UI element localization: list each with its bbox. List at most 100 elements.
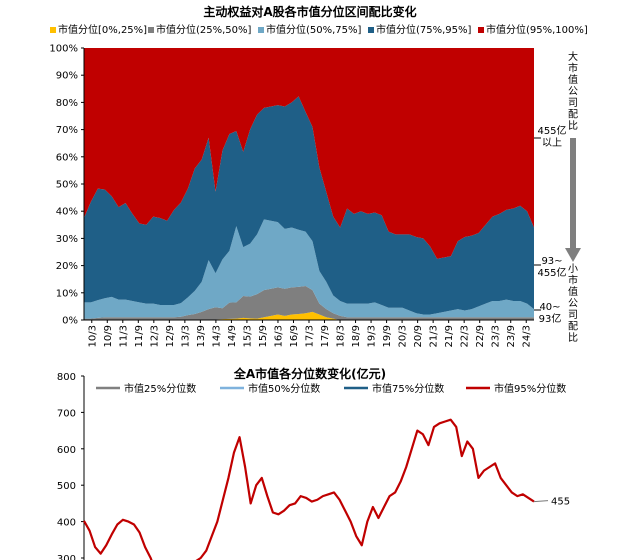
y-tick-label: 60% (56, 152, 78, 163)
annotation-char: 公 (568, 299, 578, 310)
top-chart-axes: 0% 10% 20% 30% 40% 50% 60% 70% 80% 90% 100% 10/3 10/… (49, 44, 534, 347)
legend-label: 市值95%分位数 (494, 382, 566, 395)
annotation-char: 市 (568, 274, 578, 287)
y-tick-label: 20% (56, 261, 78, 272)
legend-swatch (258, 27, 264, 33)
x-tick-label: 10/3 (87, 325, 98, 347)
x-tick-label: 12/3 (149, 325, 160, 347)
legend-label: 市值分位[0%,25%] (58, 23, 147, 36)
y-tick-label: 50% (56, 180, 78, 191)
y-tick-label: 80% (56, 98, 78, 109)
top-chart-title: 主动权益对A股各市值分位区间配比变化 (203, 4, 416, 19)
x-tick-label: 17/9 (320, 325, 331, 347)
y-tick-label: 10% (56, 288, 78, 299)
x-tick-label: 19/9 (382, 325, 393, 347)
y-tick-label: 0% (62, 316, 78, 327)
legend-label: 市值分位(50%,75%] (266, 23, 362, 36)
x-tick-label: 15/9 (258, 325, 269, 347)
annotation-char: 司 (568, 98, 578, 109)
allocation-arrow-shaft (570, 138, 576, 248)
top-chart-plot (84, 48, 534, 320)
x-tick-label: 14/3 (211, 325, 222, 347)
area-series-3 (84, 96, 534, 315)
x-tick-label: 14/9 (227, 325, 238, 347)
band-label-line: 40~ (539, 302, 560, 313)
y-tick-label: 90% (56, 71, 78, 82)
band-label-40-93: 40~93亿 (539, 302, 562, 325)
end-value-label: 455 (551, 497, 570, 508)
annotation-char: 值 (568, 285, 578, 298)
y-tick-label: 40% (56, 207, 78, 218)
y-tick-label: 30% (56, 234, 78, 245)
annotation-char: 比 (568, 120, 578, 132)
y-tick-label: 800 (57, 372, 76, 383)
x-tick-label: 20/9 (413, 325, 424, 347)
x-tick-label: 13/9 (196, 325, 207, 347)
x-tick-label: 23/3 (491, 325, 502, 347)
y-tick-label: 300 (57, 554, 76, 560)
x-tick-label: 18/3 (336, 325, 347, 347)
legend-swatch (50, 27, 56, 33)
x-tick-label: 15/3 (242, 325, 253, 347)
y-tick-label: 700 (57, 408, 76, 419)
y-tick-label: 600 (57, 445, 76, 456)
area-series-4 (84, 48, 534, 259)
area-series-0 (84, 311, 534, 320)
x-tick-label: 22/9 (475, 325, 486, 347)
x-tick-label: 16/3 (273, 325, 284, 347)
band-label-line: 93~ (541, 256, 562, 267)
x-tick-label: 10/9 (103, 325, 114, 347)
annotation-char: 公 (568, 87, 578, 98)
x-tick-label: 18/9 (351, 325, 362, 347)
legend-label: 市值50%分位数 (248, 382, 320, 395)
band-label-line: 93亿 (539, 312, 562, 325)
allocation-arrow-head (565, 248, 581, 262)
x-tick-label: 21/3 (429, 325, 440, 347)
y-tick-label: 400 (57, 518, 76, 529)
x-tick-label: 17/3 (305, 325, 316, 347)
annotation-char: 大 (568, 50, 578, 63)
x-tick-label: 13/3 (180, 325, 191, 347)
band-label-line: 以上 (542, 137, 562, 149)
x-tick-label: 11/9 (134, 325, 145, 347)
end-label-leader (533, 500, 549, 503)
legend-swatch (368, 27, 374, 33)
legend-label: 市值分位(75%,95%] (376, 23, 472, 36)
area-series-1 (84, 286, 534, 320)
legend-label: 市值分位(25%,50%] (156, 23, 252, 36)
x-tick-label: 22/3 (460, 325, 471, 347)
legend-swatch (148, 27, 154, 33)
y-tick-label: 100% (49, 44, 78, 55)
legend-label: 市值分位(95%,100%] (486, 23, 588, 36)
annotation-char: 配 (568, 321, 578, 333)
bottom-chart-plot: 455 (83, 418, 570, 560)
annotation-char: 值 (568, 73, 578, 86)
x-tick-label: 11/3 (118, 325, 129, 347)
bottom-chart-legend: 市值25%分位数 市值50%分位数 市值75%分位数 市值95%分位数 (96, 382, 566, 395)
top-chart-legend: 市值分位[0%,25%] 市值分位(25%,50%] 市值分位(50%,75%] 市值… (50, 23, 588, 36)
annotation-char: 比 (568, 332, 578, 344)
bottom-chart-axes: 300 400 500 600 700 800 (57, 372, 85, 560)
x-tick-label: 21/9 (444, 325, 455, 347)
x-tick-label: 23/9 (506, 325, 517, 347)
annotation-char: 司 (568, 310, 578, 321)
y-tick-label: 70% (56, 125, 78, 136)
annotation-char: 市 (568, 62, 578, 75)
legend-label: 市值25%分位数 (124, 382, 196, 395)
annotation-char: 配 (568, 109, 578, 121)
bottom-chart-title: 全A市值各分位数变化(亿元) (233, 366, 386, 381)
y-tick-label: 500 (57, 481, 76, 492)
x-tick-label: 24/3 (522, 325, 533, 347)
band-label-line: 455亿 (537, 266, 566, 279)
x-tick-label: 12/9 (165, 325, 176, 347)
x-tick-label: 20/3 (398, 325, 409, 347)
x-tick-label: 16/9 (289, 325, 300, 347)
band-label-93-455: 93~455亿 (537, 256, 566, 279)
line-series-3 (83, 418, 535, 560)
legend-swatch (478, 27, 484, 33)
